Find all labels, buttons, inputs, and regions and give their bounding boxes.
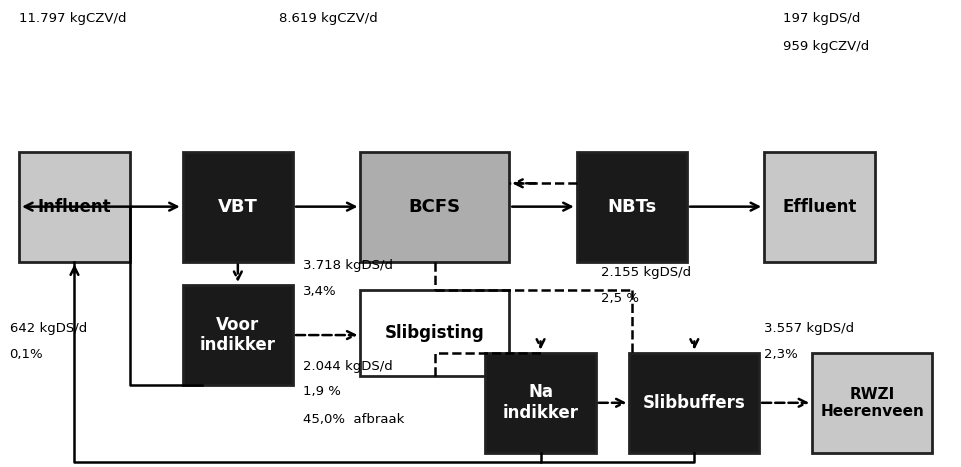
FancyBboxPatch shape bbox=[360, 152, 509, 262]
Text: 2,5 %: 2,5 % bbox=[601, 292, 639, 305]
Text: 2.155 kgDS/d: 2.155 kgDS/d bbox=[601, 266, 691, 279]
Text: 2,3%: 2,3% bbox=[764, 348, 798, 361]
FancyBboxPatch shape bbox=[764, 152, 875, 262]
Text: Voor
indikker: Voor indikker bbox=[200, 316, 276, 354]
Text: BCFS: BCFS bbox=[408, 198, 461, 216]
Text: 3,4%: 3,4% bbox=[303, 285, 336, 298]
FancyBboxPatch shape bbox=[360, 290, 509, 376]
Text: 1,9 %: 1,9 % bbox=[303, 385, 340, 398]
FancyBboxPatch shape bbox=[183, 152, 293, 262]
FancyBboxPatch shape bbox=[19, 152, 130, 262]
Text: 2.044 kgDS/d: 2.044 kgDS/d bbox=[303, 360, 392, 373]
Text: Na
indikker: Na indikker bbox=[503, 383, 579, 422]
Text: 8.619 kgCZV/d: 8.619 kgCZV/d bbox=[279, 12, 378, 25]
Text: 45,0%  afbraak: 45,0% afbraak bbox=[303, 413, 404, 426]
Text: 959 kgCZV/d: 959 kgCZV/d bbox=[783, 40, 870, 53]
Text: RWZI
Heerenveen: RWZI Heerenveen bbox=[820, 387, 924, 419]
Text: NBTs: NBTs bbox=[607, 198, 656, 216]
Text: 642 kgDS/d: 642 kgDS/d bbox=[10, 322, 86, 335]
FancyBboxPatch shape bbox=[183, 285, 293, 385]
Text: Slibgisting: Slibgisting bbox=[385, 324, 484, 342]
Text: 3.557 kgDS/d: 3.557 kgDS/d bbox=[764, 322, 854, 335]
Text: 197 kgDS/d: 197 kgDS/d bbox=[783, 12, 861, 25]
Text: Effluent: Effluent bbox=[782, 198, 856, 216]
FancyBboxPatch shape bbox=[577, 152, 687, 262]
Text: 0,1%: 0,1% bbox=[10, 348, 43, 361]
Text: 3.718 kgDS/d: 3.718 kgDS/d bbox=[303, 259, 393, 272]
Text: VBT: VBT bbox=[218, 198, 258, 216]
FancyBboxPatch shape bbox=[812, 353, 932, 453]
Text: 11.797 kgCZV/d: 11.797 kgCZV/d bbox=[19, 12, 127, 25]
Text: Influent: Influent bbox=[37, 198, 111, 216]
FancyBboxPatch shape bbox=[629, 353, 759, 453]
Text: Slibbuffers: Slibbuffers bbox=[643, 394, 746, 412]
FancyBboxPatch shape bbox=[485, 353, 596, 453]
